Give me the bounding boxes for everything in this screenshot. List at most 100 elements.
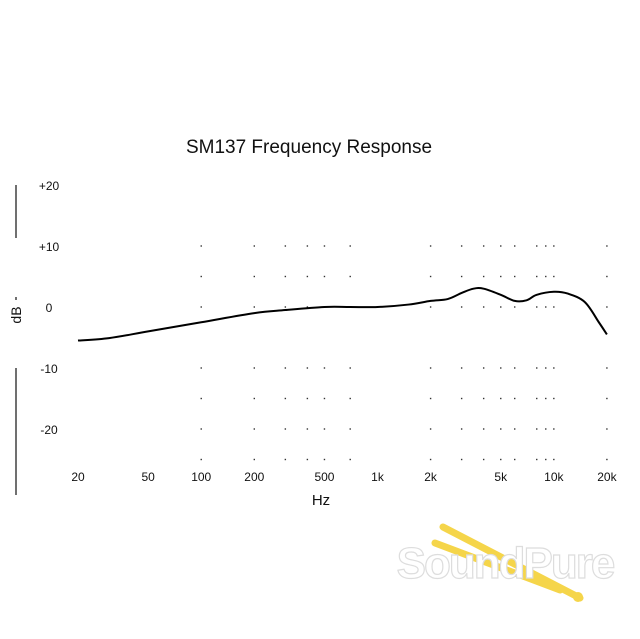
grid-dot [514, 245, 516, 247]
grid-dot [482, 245, 485, 247]
x-tick-label: 20 [71, 470, 85, 484]
grid-dot [500, 245, 502, 247]
grid-dot [323, 428, 326, 430]
grid-dot [429, 397, 432, 400]
soundpure-logo: SoundPure [396, 523, 616, 602]
grid-dot [253, 397, 255, 400]
grid-dot [253, 245, 255, 247]
grid-dot [500, 428, 502, 430]
grid-dot [545, 428, 547, 430]
x-tick-label: 2k [424, 470, 438, 484]
grid-dot [545, 367, 547, 369]
grid-dot [460, 245, 463, 247]
grid-dot [429, 367, 432, 369]
grid-dot [482, 275, 485, 278]
grid-dot [349, 428, 351, 430]
series-line-sm137 [77, 287, 608, 342]
grid-dot [553, 367, 555, 369]
grid-dot [306, 428, 309, 430]
grid-dot [284, 428, 287, 430]
x-tick-label: 100 [191, 470, 211, 484]
grid-dot [536, 428, 538, 430]
grid-dot [553, 428, 555, 430]
grid-dot [460, 306, 463, 308]
grid-dot [606, 306, 608, 308]
grid-dot [323, 367, 326, 369]
grid-dot [553, 458, 555, 461]
grid-dot [514, 397, 516, 400]
grid-dot [553, 306, 555, 308]
grid-dot [460, 367, 463, 369]
grid-dot [514, 306, 516, 308]
x-tick-label: 500 [314, 470, 334, 484]
grid-dot [200, 306, 202, 308]
grid-dot [306, 367, 309, 369]
x-axis-label: Hz [312, 492, 330, 509]
grid-dot [482, 367, 485, 369]
y-tick-label: -20 [40, 423, 58, 437]
grid-dot [545, 245, 547, 247]
grid-dot [323, 245, 326, 247]
grid-dot [536, 275, 538, 278]
grid-dot [306, 397, 309, 400]
grid-dot [606, 275, 608, 278]
grid-dot [429, 245, 432, 247]
grid-dot [500, 397, 502, 400]
y-tick-label: -10 [40, 362, 58, 376]
grid-dot [349, 245, 351, 247]
grid-dot [349, 458, 351, 461]
y-tick-label: 0 [46, 301, 53, 315]
grid-dot [200, 245, 202, 247]
grid-dot [500, 458, 502, 461]
logo-text: SoundPure [397, 539, 614, 588]
grid-dot [606, 397, 608, 400]
grid-dot [514, 458, 516, 461]
grid-dot [429, 275, 432, 278]
grid-dot [200, 428, 202, 430]
grid-dot [545, 306, 547, 308]
grid-dot [253, 306, 255, 308]
x-tick-label: 200 [244, 470, 264, 484]
grid-dot [545, 397, 547, 400]
grid-dot [284, 275, 287, 278]
grid-dot [306, 458, 309, 461]
grid-dot [553, 275, 555, 278]
grid-dot [429, 458, 432, 461]
grid-dot [606, 458, 608, 461]
grid-dot [460, 397, 463, 400]
grid-dot [606, 428, 608, 430]
grid-dot [253, 458, 255, 461]
grid-dot [253, 367, 255, 369]
grid-dot [429, 306, 432, 308]
y-axis-label: dB [8, 306, 24, 323]
chart-title: SM137 Frequency Response [186, 137, 432, 158]
grid-dot [536, 397, 538, 400]
x-tick-label: 20k [597, 470, 617, 484]
grid-dot [284, 367, 287, 369]
grid-dot [482, 458, 485, 461]
grid-dot [200, 275, 202, 278]
grid-dot [323, 275, 326, 278]
grid-dot [606, 367, 608, 369]
grid-dot [306, 245, 309, 247]
grid-dot [323, 458, 326, 461]
grid-dot [284, 397, 287, 400]
grid-dot [460, 458, 463, 461]
grid-dot [200, 458, 202, 461]
grid-dot [460, 428, 463, 430]
grid-dot [306, 306, 309, 308]
grid-dot [200, 367, 202, 369]
x-tick-label: 5k [494, 470, 508, 484]
x-tick-label: 50 [141, 470, 155, 484]
grid-dot [500, 367, 502, 369]
grid-dot [460, 275, 463, 278]
grid-dot [429, 428, 432, 430]
y-tick-label: +10 [39, 240, 60, 254]
grid-dot [536, 367, 538, 369]
grid-dot [553, 397, 555, 400]
grid-dot [536, 245, 538, 247]
grid-dot [349, 275, 351, 278]
x-tick-label: 1k [371, 470, 385, 484]
